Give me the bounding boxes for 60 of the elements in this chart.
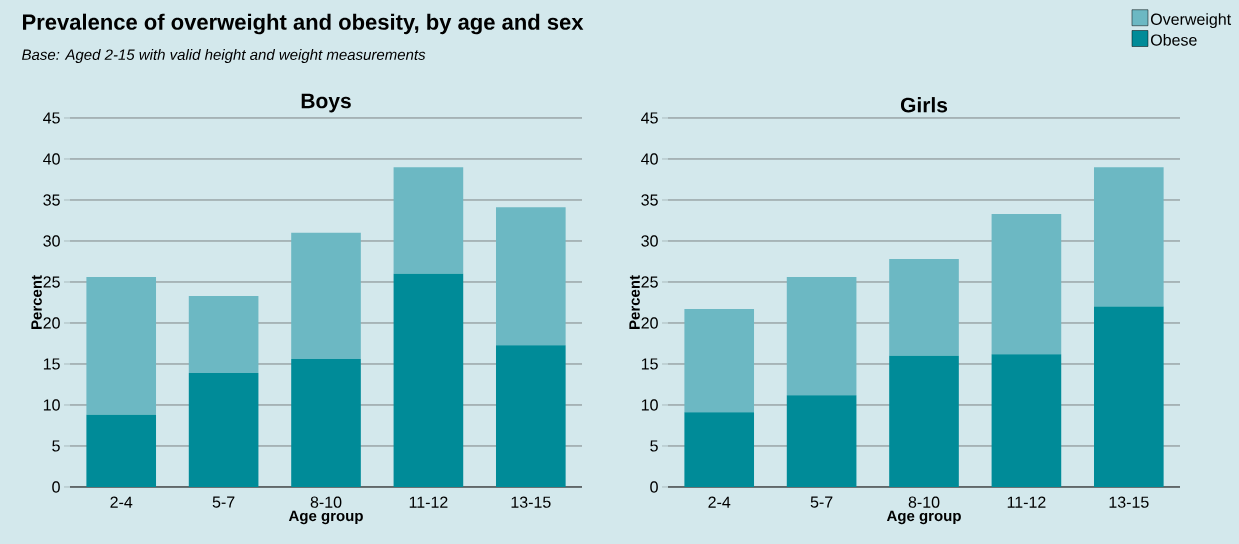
bar <box>393 167 464 274</box>
bar <box>786 395 857 487</box>
bar <box>991 354 1062 487</box>
bar <box>291 359 361 487</box>
x-tick-label: 5-7 <box>212 496 235 508</box>
y-tick-label: 40 <box>641 153 658 165</box>
y-tick-label: 30 <box>43 235 60 247</box>
bar <box>991 213 1062 355</box>
y-tick-label: 45 <box>43 112 60 124</box>
bar <box>684 412 755 487</box>
bar <box>86 414 157 487</box>
y-tick-label: 25 <box>641 276 658 288</box>
y-tick-label: 20 <box>641 317 658 329</box>
bar <box>188 373 259 487</box>
x-tick-label: 11-12 <box>1007 496 1046 508</box>
y-tick-label: 30 <box>641 235 658 247</box>
chart-title: Girls <box>900 97 948 113</box>
bar <box>86 277 157 415</box>
bar <box>291 232 361 360</box>
bar <box>495 207 566 346</box>
bar <box>393 273 464 487</box>
legend-label: Obese <box>1150 33 1197 46</box>
y-axis-title: Percent <box>629 275 640 329</box>
chart-title: Boys <box>301 93 351 113</box>
x-tick-label: 5-7 <box>810 496 833 508</box>
x-tick-label: 2-4 <box>708 496 731 508</box>
x-tick-label: 8-10 <box>908 496 940 508</box>
x-tick-label: 2-4 <box>110 496 133 508</box>
x-axis-title: Age group <box>288 510 363 525</box>
x-axis-title: Age group <box>886 510 961 525</box>
y-tick-label: 15 <box>43 358 60 370</box>
y-tick-label: 10 <box>641 399 658 411</box>
x-tick-label: 13-15 <box>1109 496 1149 508</box>
bar <box>684 309 755 413</box>
bar <box>495 345 566 487</box>
y-axis-title: Percent <box>31 275 42 329</box>
y-tick-label: 25 <box>43 276 60 288</box>
y-tick-label: 40 <box>43 153 60 165</box>
y-tick-label: 45 <box>641 112 658 124</box>
legend-label: Overweight <box>1150 13 1232 29</box>
y-tick-label: 20 <box>43 317 60 329</box>
x-tick-label: 13-15 <box>511 496 551 508</box>
y-tick-label: 0 <box>52 481 60 493</box>
bar <box>1094 167 1164 307</box>
bar <box>889 355 959 487</box>
bar <box>188 295 259 373</box>
bar <box>1094 306 1164 487</box>
y-tick-label: 35 <box>641 194 658 206</box>
text: Prevalence of overweight and obesity, by age and sex <box>23 13 584 35</box>
x-tick-label: 8-10 <box>310 496 342 508</box>
y-tick-label: 5 <box>52 440 60 452</box>
text: Base: Aged 2-15 with valid height and weight measurements <box>22 48 426 63</box>
x-tick-label: 11-12 <box>409 496 448 508</box>
y-tick-label: 10 <box>43 399 60 411</box>
y-tick-label: 35 <box>43 194 60 206</box>
bar <box>889 259 959 356</box>
y-tick-label: 5 <box>650 440 658 452</box>
bar <box>786 277 857 396</box>
y-tick-label: 0 <box>650 481 658 493</box>
y-tick-label: 15 <box>641 358 658 370</box>
